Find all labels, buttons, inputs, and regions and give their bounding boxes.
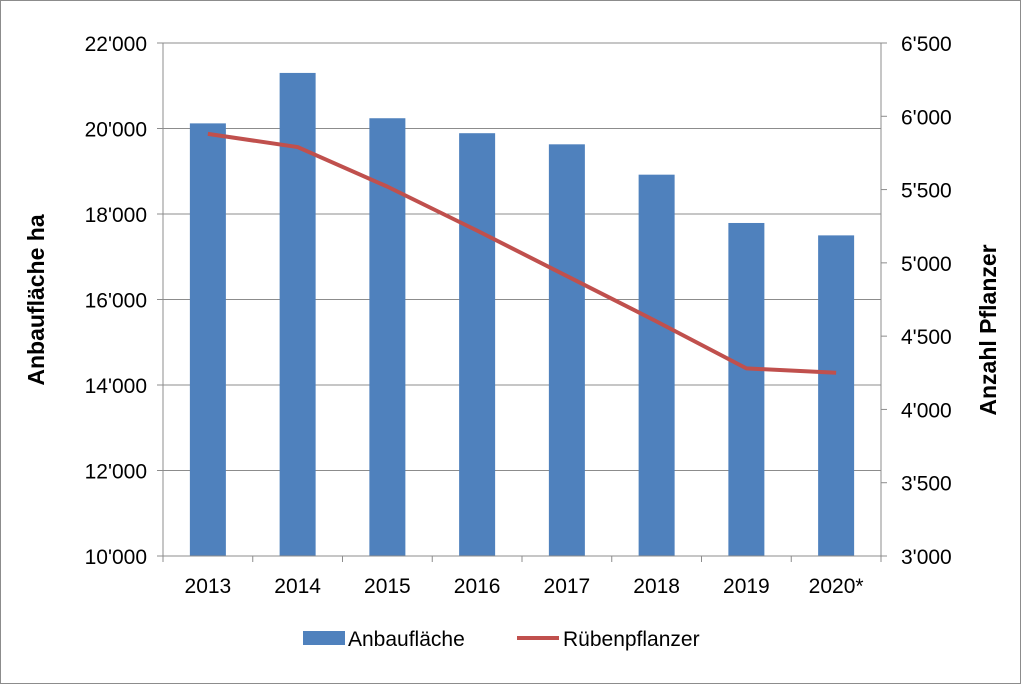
x-tick-label: 2020* — [809, 575, 864, 598]
y-tick-label: 14'000 — [85, 375, 147, 398]
axes — [157, 42, 887, 562]
y-tick-label: 18'000 — [85, 204, 147, 227]
legend-label-bar: Anbaufläche — [348, 628, 465, 651]
y-axis-title: Anbaufläche ha — [23, 214, 49, 385]
bar — [459, 133, 496, 556]
y-tick-label: 20'000 — [85, 119, 147, 142]
legend: Anbaufläche Rübenpflanzer — [303, 628, 700, 651]
bar — [548, 144, 585, 556]
bar — [189, 123, 226, 557]
y-tick-label: 16'000 — [85, 290, 147, 313]
x-tick-label: 2017 — [544, 575, 591, 598]
y2-tick-label: 3'500 — [901, 473, 952, 496]
legend-swatch-bar — [303, 631, 345, 645]
tick-labels: 10'000 12'000 14'000 16'000 18'000 20'000 22'0… — [85, 33, 952, 598]
y2-axis-title: Anzahl Pflanzer — [975, 244, 1001, 415]
x-tick-label: 2014 — [274, 575, 321, 598]
y2-tick-label: 3'000 — [901, 546, 952, 569]
y2-tick-label: 4'000 — [901, 399, 952, 422]
y2-tick-label: 5'000 — [901, 253, 952, 276]
y2-tick-label: 6'500 — [901, 33, 952, 56]
legend-label-line: Rübenpflanzer — [563, 628, 700, 651]
bar — [728, 222, 765, 557]
x-tick-label: 2018 — [633, 575, 680, 598]
y-tick-label: 22'000 — [85, 33, 147, 56]
series-line — [207, 131, 837, 375]
x-tick-label: 2016 — [454, 575, 501, 598]
y2-tick-label: 4'500 — [901, 326, 952, 349]
y-tick-label: 12'000 — [85, 461, 147, 484]
x-tick-label: 2015 — [364, 575, 411, 598]
x-tick-label: 2019 — [723, 575, 770, 598]
bar — [369, 118, 406, 557]
y-tick-label: 10'000 — [85, 546, 147, 569]
gridlines — [163, 42, 881, 471]
bar-series — [189, 72, 855, 557]
y2-tick-label: 6'000 — [901, 106, 952, 129]
bar — [818, 235, 855, 556]
bar — [638, 174, 675, 557]
line-series — [207, 131, 837, 375]
y2-tick-label: 5'500 — [901, 180, 952, 203]
x-tick-label: 2013 — [185, 575, 232, 598]
